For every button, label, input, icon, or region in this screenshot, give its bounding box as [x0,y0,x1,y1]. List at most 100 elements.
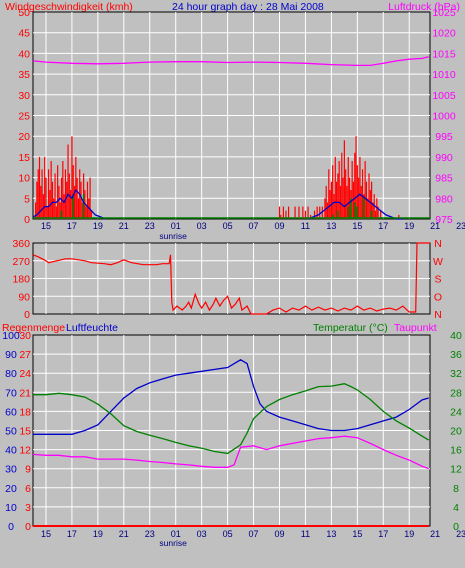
rain-y-tick-label: 18 [19,406,31,418]
pressure-y-tick-label: 995 [435,131,453,143]
wind-avg-line [32,188,106,220]
graph-title: 24 hour graph day : 28 Mai 2008 [172,1,324,13]
wind-y-tick-label: 40 [18,48,30,60]
x-tick-label: 23 [145,221,155,231]
temperature-y-tick-label: 36 [450,349,462,361]
x-tick-label: 03 [197,221,207,231]
wind-y-tick-label: 5 [24,193,30,205]
dewpoint-title: Taupunkt [394,322,437,334]
rain-y-tick-label: 30 [19,330,31,342]
rain-y-tick-label: 15 [19,426,31,438]
wind-y-tick-label: 30 [18,90,30,102]
x-tick-label: 01 [171,529,181,539]
wind-y-tick-label: 10 [18,173,30,185]
humidity-title: Luftfeuchte [66,322,118,334]
x-tick-label: 23 [456,221,465,231]
x-tick-label: 15 [41,529,51,539]
wind-y-tick-label: 15 [18,152,30,164]
humidity-y-tick-label: 60 [5,406,17,418]
x-tick-label: 09 [274,529,284,539]
x-tick-label: 17 [378,221,388,231]
x-tick-label: 15 [41,221,51,231]
x-tick-label: 19 [93,529,103,539]
temperature-y-tick-label: 28 [450,387,462,399]
pressure-line [32,56,429,67]
x-tick-label: 13 [326,221,336,231]
pressure-y-tick-label: 985 [435,173,453,185]
temperature-title: Temperatur (°C) [313,322,388,334]
rain-y-tick-label: 0 [25,521,31,533]
humidity-y-tick-label: 90 [5,349,17,361]
x-tick-label: 17 [67,221,77,231]
direction-compass-label: N [434,309,442,321]
wind-y-tick-label: 0 [24,214,30,226]
humidity-y-tick-label: 20 [5,483,17,495]
temperature-y-tick-label: 8 [453,483,459,495]
pressure-y-tick-label: 990 [435,152,453,164]
x-tick-label: 23 [456,529,465,539]
x-tick-label: 17 [378,529,388,539]
wind-y-tick-label: 20 [18,131,30,143]
pressure-y-tick-label: 980 [435,193,453,205]
temperature-y-tick-label: 16 [450,445,462,457]
direction-compass-label: W [433,256,443,268]
rain-y-tick-label: 9 [25,464,31,476]
direction-y-tick-label: 0 [24,309,30,321]
pressure-y-tick-label: 975 [435,214,453,226]
humidity-y-tick-label: 80 [5,368,17,380]
x-tick-label: 07 [249,221,259,231]
temperature-y-tick-label: 0 [453,521,459,533]
direction-line [32,242,430,315]
x-tick-label: 19 [93,221,103,231]
direction-y-tick-label: 180 [12,274,30,286]
x-tick-label: 05 [223,529,233,539]
pressure-y-tick-label: 1000 [432,111,456,123]
rain-y-tick-label: 6 [25,483,31,495]
pressure-y-tick-label: 1020 [432,28,456,40]
wind-avg-line [307,193,403,220]
direction-y-tick-label: 360 [12,238,30,250]
rain-y-tick-label: 21 [19,387,31,399]
direction-compass-label: S [434,274,441,286]
humidity-y-tick-label: 0 [8,521,14,533]
x-tick-label: 19 [404,221,414,231]
direction-y-tick-label: 270 [12,256,30,268]
temperature-y-tick-label: 12 [450,464,462,476]
pressure-y-tick-label: 1010 [432,69,456,81]
x-tick-label: 11 [301,529,310,539]
humidity-y-tick-label: 50 [5,426,17,438]
x-tick-label: 07 [249,529,259,539]
pressure-title: Luftdruck (hPa) [388,1,460,13]
humidity-y-tick-label: 70 [5,387,17,399]
x-tick-label: 15 [352,529,362,539]
temperature-y-tick-label: 32 [450,368,462,380]
x-tick-label: 09 [274,221,284,231]
series-line-luftfeuchte [33,359,429,435]
x-tick-label: 21 [119,221,129,231]
x-tick-label: 03 [197,529,207,539]
x-tick-label: 15 [352,221,362,231]
direction-y-tick-label: 90 [18,291,30,303]
temperature-y-tick-label: 24 [450,406,462,418]
x-tick-label: 17 [67,529,77,539]
x-tick-label: 21 [430,529,440,539]
x-tick-label: 21 [119,529,129,539]
wind-y-tick-label: 45 [18,28,30,40]
pressure-y-tick-label: 1005 [432,90,456,102]
series-line-temperatur-c [33,383,430,455]
sunrise-label: sunrise [159,231,187,241]
temperature-y-tick-label: 40 [450,330,462,342]
wind-title: Windgeschwindigkeit (kmh) [5,1,133,13]
rain-y-tick-label: 24 [19,368,31,380]
x-tick-label: 01 [171,221,181,231]
sunrise-label: sunrise [159,538,187,548]
x-tick-label: 11 [301,221,310,231]
rain-y-tick-label: 27 [19,349,31,361]
humidity-y-tick-label: 30 [5,464,17,476]
direction-compass-label: N [434,238,442,250]
wind-y-tick-label: 35 [18,69,30,81]
direction-compass-label: O [434,291,442,303]
x-tick-label: 23 [145,529,155,539]
